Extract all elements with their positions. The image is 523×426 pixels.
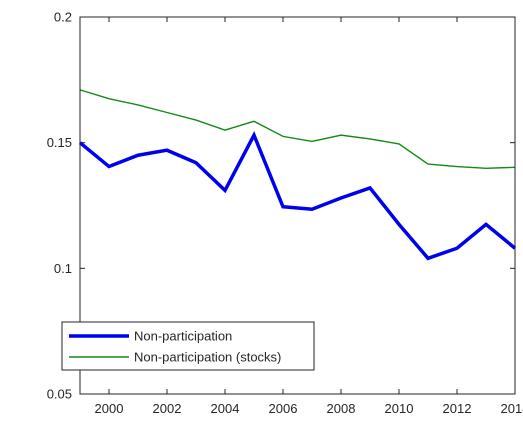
x-tick-label: 2012: [443, 401, 472, 416]
legend: Non-participation Non-participation (sto…: [61, 321, 315, 371]
legend-box: [61, 321, 315, 371]
x-tick-label: 2014: [501, 401, 523, 416]
series-line-non-participation-stocks: [79, 89, 516, 170]
plot-frame: [79, 16, 516, 395]
y-tick-label: 0.15: [47, 135, 72, 150]
y-tick-label: 0.05: [47, 387, 72, 402]
x-tick-label: 2010: [385, 401, 414, 416]
x-tick-label: 2004: [211, 401, 240, 416]
y-tick-label: 0.2: [54, 10, 72, 25]
axis-ticks: 2000 2002 2004 2006 2008 2010 2012 2014 0.05 0.1 0…: [47, 10, 523, 417]
y-tick-label: 0.1: [54, 261, 72, 276]
series-lines: [78, 89, 517, 261]
legend-label-non-participation-stocks: Non-participation (stocks): [134, 350, 281, 365]
x-tick-label: 2008: [327, 401, 356, 416]
x-tick-label: 2006: [269, 401, 298, 416]
x-tick-label: 2002: [153, 401, 182, 416]
series-line-non-participation: [78, 130, 517, 261]
legend-label-non-participation: Non-participation: [134, 329, 232, 344]
x-tick-label: 2000: [95, 401, 124, 416]
